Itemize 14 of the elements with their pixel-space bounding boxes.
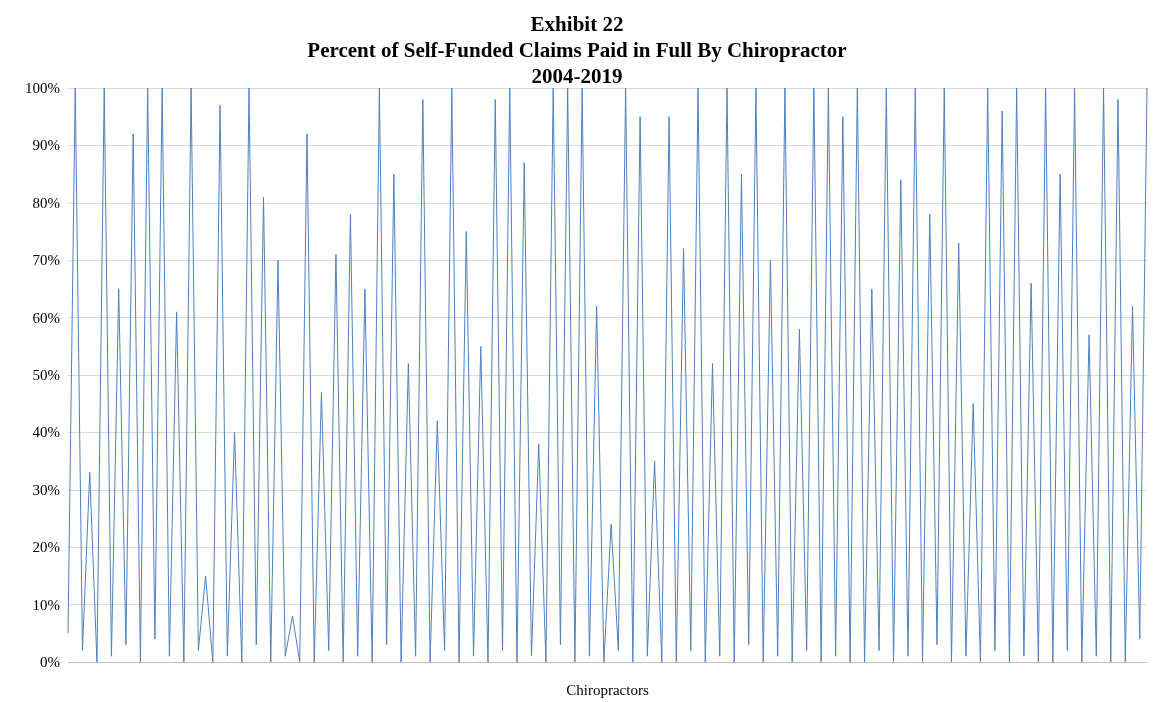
y-tick-label: 0% bbox=[40, 654, 60, 670]
y-tick-label: 10% bbox=[32, 596, 60, 613]
y-tick-label: 50% bbox=[32, 367, 60, 383]
y-tick-label: 20% bbox=[32, 539, 60, 556]
y-tick-label: 30% bbox=[32, 481, 60, 498]
y-tick-label: 40% bbox=[32, 424, 60, 441]
y-tick-label: 60% bbox=[32, 309, 60, 326]
x-axis-title: Chiropractors bbox=[566, 681, 649, 698]
y-tick-label: 80% bbox=[32, 194, 60, 211]
chart-title: Exhibit 22 Percent of Self-Funded Claims Paid in Full By Chiropractor 2004-2019 bbox=[307, 12, 847, 88]
y-tick-label: 90% bbox=[32, 137, 60, 154]
line-series bbox=[67, 87, 1148, 663]
y-tick-label: 70% bbox=[32, 252, 60, 269]
y-tick-label: 100% bbox=[25, 80, 60, 96]
